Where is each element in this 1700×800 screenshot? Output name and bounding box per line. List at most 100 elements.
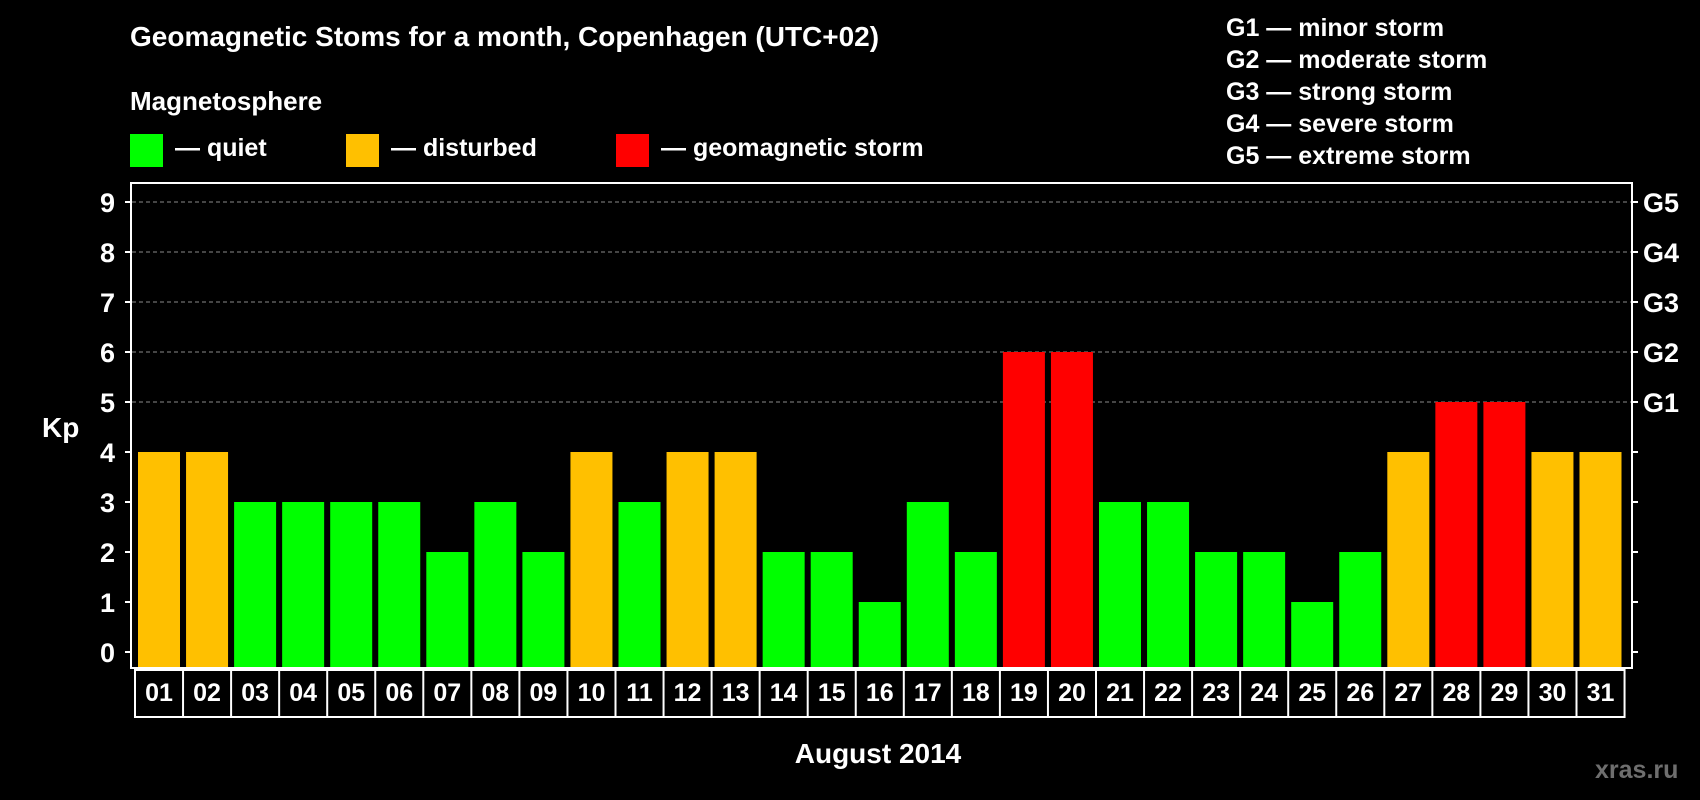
bar-day-31 [1579, 452, 1622, 667]
bar-day-14 [762, 552, 805, 667]
storm-scale-g2: G2 — moderate storm [1226, 46, 1488, 74]
bar-day-22 [1147, 502, 1190, 667]
bar-day-28 [1435, 402, 1478, 667]
legend-label-disturbed: — disturbed [391, 134, 537, 162]
bar-day-30 [1531, 452, 1574, 667]
chart-title: Geomagnetic Stoms for a month, Copenhage… [130, 21, 880, 52]
bar-day-15 [810, 552, 853, 667]
storm-scale-legend: G1 — minor storm G2 — moderate storm G3 … [1226, 12, 1487, 172]
bar-day-03 [234, 502, 277, 667]
category-label-28: 28 [1442, 679, 1470, 707]
legend-label-quiet: — quiet [175, 134, 267, 162]
category-axis-box [134, 669, 1626, 718]
bar-day-04 [282, 502, 325, 667]
bar-day-18 [954, 552, 997, 667]
category-label-13: 13 [722, 679, 750, 707]
bar-day-17 [906, 502, 949, 667]
bar-day-06 [378, 502, 421, 667]
category-label-17: 17 [914, 679, 942, 707]
category-label-12: 12 [674, 679, 702, 707]
bar-day-09 [522, 552, 565, 667]
plot-frame [130, 182, 1633, 669]
category-label-11: 11 [626, 679, 653, 707]
category-label-18: 18 [962, 679, 990, 707]
y-tick-label-5: 5 [100, 388, 115, 418]
y-tick-label-7: 7 [100, 288, 115, 318]
category-label-31: 31 [1587, 679, 1615, 707]
category-label-25: 25 [1298, 679, 1326, 707]
category-label-08: 08 [481, 679, 509, 707]
category-label-10: 10 [578, 679, 606, 707]
bar-day-16 [858, 602, 901, 667]
category-label-21: 21 [1106, 679, 1134, 707]
chart-subtitle: Magnetosphere [130, 86, 323, 116]
y-tick-label-1: 1 [100, 588, 115, 618]
right-tick-label-g1: G1 [1643, 388, 1679, 418]
storm-scale-g3: G3 — strong storm [1226, 78, 1453, 106]
y-tick-label-3: 3 [100, 488, 115, 518]
category-label-19: 19 [1010, 679, 1038, 707]
category-label-30: 30 [1539, 679, 1567, 707]
bar-day-26 [1339, 552, 1382, 667]
category-label-02: 02 [193, 679, 221, 707]
watermark: xras.ru [1595, 756, 1679, 784]
x-axis-label: August 2014 [795, 738, 962, 769]
storm-scale-g1: G1 — minor storm [1226, 14, 1445, 42]
right-tick-label-g2: G2 [1643, 338, 1679, 368]
bar-day-01 [138, 452, 180, 667]
bar-day-08 [474, 502, 517, 667]
right-tick-label-g5: G5 [1643, 188, 1679, 218]
category-label-22: 22 [1154, 679, 1182, 707]
category-label-20: 20 [1058, 679, 1086, 707]
legend-storm: — geomagnetic storm [616, 134, 924, 167]
category-label-07: 07 [433, 679, 461, 707]
category-label-26: 26 [1346, 679, 1374, 707]
bar-day-25 [1291, 602, 1334, 667]
category-label-24: 24 [1250, 679, 1278, 707]
category-label-27: 27 [1394, 679, 1422, 707]
bar-day-23 [1195, 552, 1238, 667]
y-tick-label-0: 0 [100, 638, 115, 668]
category-label-16: 16 [866, 679, 894, 707]
bar-day-10 [570, 452, 613, 667]
legend-swatch-quiet [130, 134, 163, 167]
category-label-14: 14 [770, 679, 798, 707]
bar-day-27 [1387, 452, 1430, 667]
right-tick-label-g3: G3 [1643, 288, 1679, 318]
category-label-03: 03 [241, 679, 269, 707]
category-label-05: 05 [337, 679, 365, 707]
bar-day-29 [1483, 402, 1526, 667]
y-tick-label-8: 8 [100, 238, 115, 268]
category-label-01: 01 [145, 679, 173, 707]
bar-day-02 [186, 452, 229, 667]
right-tick-label-g4: G4 [1643, 238, 1679, 268]
y-tick-label-2: 2 [100, 538, 115, 568]
category-label-23: 23 [1202, 679, 1230, 707]
category-label-06: 06 [385, 679, 413, 707]
bar-day-13 [714, 452, 757, 667]
category-label-15: 15 [818, 679, 846, 707]
storm-scale-g4: G4 — severe storm [1226, 110, 1454, 138]
storm-scale-g5: G5 — extreme storm [1226, 142, 1471, 170]
legend-quiet: — quiet [130, 134, 267, 167]
y-tick-label-9: 9 [100, 188, 115, 218]
legend-label-storm: — geomagnetic storm [661, 134, 924, 162]
category-label-09: 09 [530, 679, 558, 707]
y-tick-label-6: 6 [100, 338, 115, 368]
legend-swatch-disturbed [346, 134, 379, 167]
legend-disturbed: — disturbed [346, 134, 537, 167]
category-label-29: 29 [1491, 679, 1519, 707]
bar-day-05 [330, 502, 373, 667]
bar-day-07 [426, 552, 469, 667]
category-label-04: 04 [289, 679, 317, 707]
bar-day-12 [666, 452, 709, 667]
bar-day-20 [1050, 352, 1093, 667]
legend-swatch-storm [616, 134, 649, 167]
y-tick-label-4: 4 [100, 438, 115, 468]
y-axis-label: Kp [42, 412, 79, 443]
bar-day-24 [1243, 552, 1286, 667]
bar-day-11 [618, 502, 661, 667]
bar-day-21 [1099, 502, 1141, 667]
bar-day-19 [1002, 352, 1045, 667]
